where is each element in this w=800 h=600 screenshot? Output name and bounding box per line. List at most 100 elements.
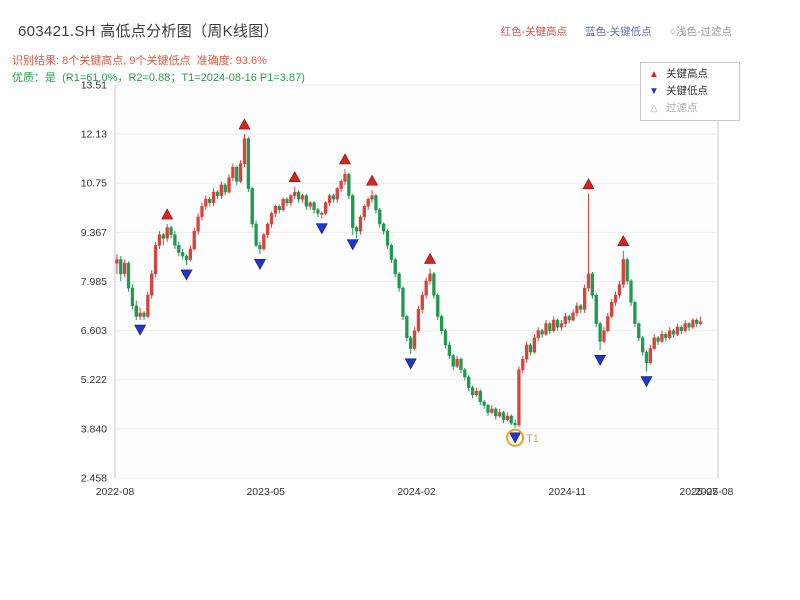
filtered-triangle-icon: △ <box>650 103 658 114</box>
candle-body <box>575 305 579 314</box>
candle-body <box>482 401 486 406</box>
candle-body <box>695 319 699 324</box>
candle-body <box>126 262 131 289</box>
key-low-marker <box>509 432 522 444</box>
candle-body <box>664 334 668 339</box>
candle-body <box>428 273 432 282</box>
key-low-marker <box>253 258 266 270</box>
candle-body <box>668 330 672 339</box>
candle-body <box>378 209 382 225</box>
key-low-marker <box>404 358 417 370</box>
candle-body <box>227 177 231 193</box>
candle-body <box>687 323 691 328</box>
candle-body <box>273 206 278 214</box>
candle-body <box>567 316 571 321</box>
candle-body <box>648 348 652 363</box>
candle-body <box>606 316 610 331</box>
candle-body <box>397 273 401 289</box>
candle-body <box>590 273 595 296</box>
candle-body <box>424 280 428 296</box>
candle-body <box>559 323 564 328</box>
key-high-marker <box>617 235 630 247</box>
candle-body <box>250 188 254 225</box>
candle-body <box>235 166 239 182</box>
legend-key-high-label: 关键高点 <box>666 68 708 80</box>
candle-body <box>277 206 281 211</box>
candle-body <box>505 415 509 420</box>
key-high-marker <box>366 174 379 186</box>
candle-body <box>351 195 355 228</box>
candle-body <box>200 206 204 218</box>
candle-body <box>625 259 629 282</box>
page-title: 603421.SH 高低点分析图（周K线图） <box>18 23 279 40</box>
candle-body <box>192 230 196 250</box>
candle-body <box>285 198 289 203</box>
candle-body <box>594 294 598 324</box>
top-legend: 红色-关键高点 蓝色-关键低点 ○浅色-过滤点 <box>501 24 732 39</box>
candle-body <box>416 309 421 331</box>
candle-body <box>555 319 560 328</box>
candle-body <box>366 198 370 207</box>
candle-body <box>312 202 316 211</box>
x-tick-label: 2025-08 <box>695 486 734 498</box>
x-tick-label: 2025-07 <box>679 486 718 498</box>
candle-body <box>215 191 220 196</box>
legend-item-key-low: ▼ 关键低点 <box>648 83 732 100</box>
candle-body <box>204 198 208 207</box>
candle-body <box>401 287 405 317</box>
y-tick-label: 6.603 <box>81 325 107 337</box>
candle-body <box>629 280 633 303</box>
candle-body <box>157 234 162 246</box>
x-tick-label: 2023-05 <box>246 486 285 498</box>
x-tick-label: 2024-11 <box>548 486 586 498</box>
candle-body <box>521 358 525 371</box>
candle-body <box>652 337 656 349</box>
key-high-marker <box>288 171 301 182</box>
candle-body <box>602 330 606 342</box>
y-tick-label: 12.13 <box>81 129 107 141</box>
legend-key-low-label: 关键低点 <box>666 85 708 97</box>
candle-body <box>474 390 479 395</box>
y-tick-label: 10.75 <box>81 178 107 190</box>
candle-body <box>598 323 602 342</box>
candle-body <box>501 412 506 420</box>
candle-body <box>385 230 390 246</box>
candle-body <box>610 302 614 317</box>
candle-body <box>223 184 227 193</box>
candle-body <box>443 330 448 346</box>
top-legend-key-low-label: 蓝色-关键低点 <box>585 26 652 38</box>
candle-body <box>242 138 247 164</box>
key-high-triangle-icon: ▲ <box>649 69 659 80</box>
y-tick-label: 9.367 <box>81 227 107 239</box>
candle-body <box>463 369 467 378</box>
candle-body <box>467 376 471 388</box>
candle-body <box>123 262 127 275</box>
candle-body <box>517 369 521 426</box>
candle-body <box>362 206 366 218</box>
candle-body <box>509 415 513 424</box>
candle-body <box>679 326 683 331</box>
candle-body <box>486 405 490 413</box>
candle-body <box>130 287 135 307</box>
candle-body <box>269 213 274 225</box>
y-tick-label: 3.840 <box>81 423 107 435</box>
candle-body <box>571 312 575 321</box>
candle-body <box>331 195 336 200</box>
candle-body <box>513 422 517 426</box>
key-low-marker <box>594 354 607 366</box>
candle-body <box>540 330 544 335</box>
candle-body <box>621 259 625 285</box>
candle-body <box>447 344 451 356</box>
candle-body <box>196 216 200 232</box>
candle-body <box>119 259 123 275</box>
candle-body <box>238 163 243 182</box>
candle-body <box>691 319 695 328</box>
candle-body <box>138 312 142 317</box>
candle-body <box>617 284 622 296</box>
candle-body <box>393 259 397 275</box>
candle-body <box>382 223 386 232</box>
y-tick-label: 2.458 <box>81 473 107 485</box>
candle-body <box>327 195 332 203</box>
top-legend-filtered-label: ○浅色-过滤点 <box>669 26 732 38</box>
